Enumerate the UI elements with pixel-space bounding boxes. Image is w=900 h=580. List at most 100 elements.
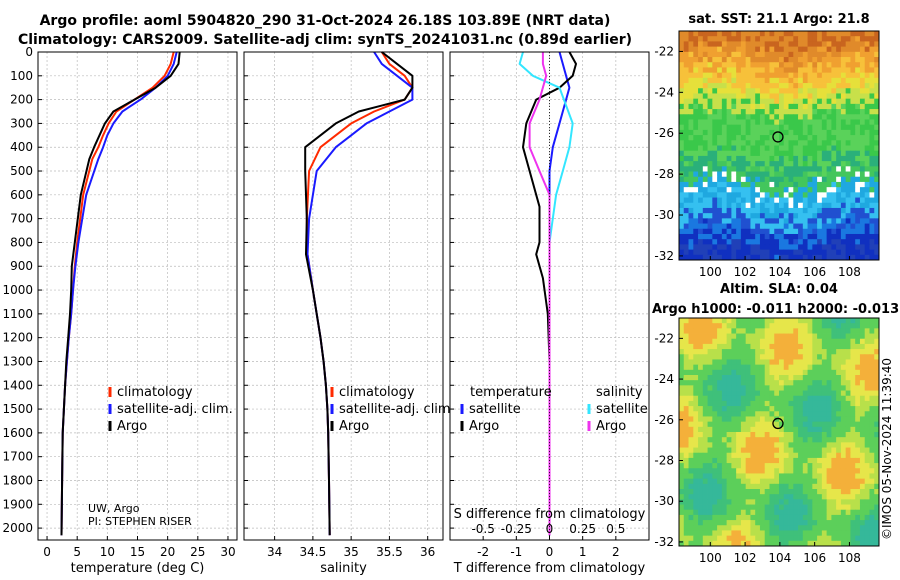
sla-map-cell xyxy=(693,432,699,438)
sla-map-cell xyxy=(745,499,751,505)
sla-map-cell xyxy=(817,520,823,526)
sla-map-cell xyxy=(845,520,851,526)
sla-map-cell xyxy=(683,421,689,428)
sla-map-cell xyxy=(755,395,761,402)
sst-map-cell xyxy=(740,129,747,136)
sla-map-cell xyxy=(779,525,785,531)
sst-map-cell xyxy=(731,145,737,152)
y-tick-label: 1000 xyxy=(2,283,33,297)
sla-map-cell xyxy=(864,432,870,438)
sst-map-cell xyxy=(788,218,794,224)
sst-map-cell xyxy=(793,46,799,53)
sla-map-cell xyxy=(779,338,785,345)
sla-map-cell xyxy=(702,437,708,443)
sla-map-cell xyxy=(802,489,808,495)
sst-map-cell xyxy=(698,93,704,100)
sst-map-cell xyxy=(736,218,742,224)
sst-map-cell xyxy=(731,166,737,172)
sla-map-cell xyxy=(826,499,832,505)
sla-map-cell xyxy=(707,400,713,407)
sla-map-cell xyxy=(712,504,718,511)
sla-map-cell xyxy=(850,400,856,407)
sla-map-cell xyxy=(712,349,718,355)
sst-map-cell xyxy=(812,109,818,115)
sla-map-cell xyxy=(698,504,704,511)
sla-map-cell xyxy=(683,437,689,443)
sst-map-cell xyxy=(712,103,718,110)
sla-map-cell xyxy=(764,452,770,459)
sst-map-cell xyxy=(740,233,747,240)
sst-map-cell xyxy=(740,114,747,120)
sst-map-cell xyxy=(759,213,766,219)
sla-map-cell xyxy=(850,442,856,448)
sst-map-cell xyxy=(698,161,704,167)
sla-map-cell xyxy=(731,411,737,417)
sst-map-cell xyxy=(788,155,794,162)
sla-map-cell xyxy=(807,406,813,412)
sla-map-cell xyxy=(679,494,685,500)
sla-map-cell xyxy=(826,452,832,459)
sst-map-cell xyxy=(845,109,851,115)
sla-map-cell xyxy=(864,473,870,480)
sst-map-cell xyxy=(874,181,880,188)
sla-map-cell xyxy=(850,437,856,443)
sst-map-cell xyxy=(740,249,747,256)
sst-map-cell xyxy=(712,88,718,94)
sst-map-cell xyxy=(755,155,761,162)
sla-map-cell xyxy=(869,359,875,366)
sla-map-cell xyxy=(774,520,780,526)
sst-map-cell xyxy=(679,129,685,136)
sla-map-cell xyxy=(840,343,847,350)
sla-map-cell xyxy=(721,395,728,402)
sst-map-cell xyxy=(721,36,728,42)
sst-map-cell xyxy=(798,93,804,100)
sst-map-cell xyxy=(721,140,728,146)
sla-map-cell xyxy=(836,416,842,423)
sla-map-cell xyxy=(779,411,785,417)
sla-map-cell xyxy=(788,489,794,495)
sla-map-cell xyxy=(821,504,828,511)
sst-map-cell xyxy=(788,202,794,209)
sst-map-cell xyxy=(807,46,813,53)
sla-map-cell xyxy=(783,333,789,340)
sla-map-cell xyxy=(755,421,761,428)
sst-map-cell xyxy=(869,187,875,193)
map-y-tick-label: -30 xyxy=(654,494,674,508)
sst-map-cell xyxy=(707,31,713,37)
sst-map-cell xyxy=(717,67,723,74)
sla-map-cell xyxy=(869,473,875,480)
sla-map-cell xyxy=(702,343,708,350)
sst-map-cell xyxy=(826,239,832,245)
sla-map-cell xyxy=(869,452,875,459)
x-tick-label: -2 xyxy=(477,545,489,559)
sla-map-cell xyxy=(750,473,756,480)
sla-map-cell xyxy=(798,349,804,355)
sst-map-cell xyxy=(802,135,808,141)
sla-map-cell xyxy=(755,380,761,386)
sst-map-cell xyxy=(731,202,737,209)
sst-map-cell xyxy=(764,150,770,157)
sst-map-cell xyxy=(717,46,723,53)
sst-map-cell xyxy=(683,187,689,193)
sst-map-cell xyxy=(750,57,756,63)
sla-map-cell xyxy=(779,447,785,454)
sst-map-cell xyxy=(812,244,818,250)
sst-map-cell xyxy=(793,244,799,250)
sst-map-cell xyxy=(750,114,756,120)
sla-map-cell xyxy=(759,530,766,537)
sst-map-cell xyxy=(859,187,866,193)
sla-map-cell xyxy=(731,369,737,376)
sla-map-cell xyxy=(783,540,789,547)
sla-map-cell xyxy=(702,535,708,542)
sst-map-cell xyxy=(798,218,804,224)
sla-map-cell xyxy=(821,457,828,464)
sla-map-cell xyxy=(707,411,713,417)
series-line-argo xyxy=(60,51,181,536)
sla-map-cell xyxy=(817,509,823,516)
sla-map-cell xyxy=(683,369,689,376)
sla-map-cell xyxy=(707,514,713,521)
sla-map-cell xyxy=(798,421,804,428)
sst-map-cell xyxy=(859,140,866,146)
sst-map-cell xyxy=(807,36,813,42)
sst-map-cell xyxy=(812,233,818,240)
